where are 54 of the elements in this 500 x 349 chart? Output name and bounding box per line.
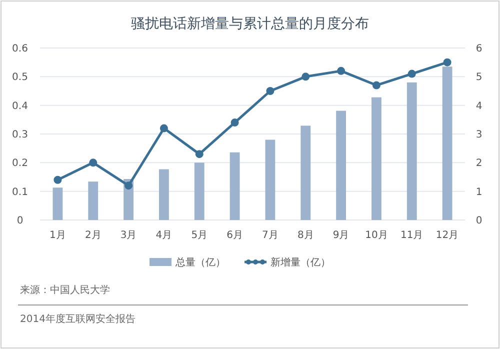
y-tick-label: 0.1 — [12, 186, 28, 198]
bar — [336, 110, 346, 220]
x-tick-label: 7月 — [262, 230, 278, 241]
y2-tick-label: 4 — [476, 100, 482, 112]
y-tick-label: 0.2 — [12, 158, 28, 170]
y2-tick-label: 5 — [476, 72, 482, 84]
x-tick-label: 10月 — [365, 230, 388, 241]
point — [124, 182, 133, 190]
point — [408, 70, 416, 78]
bar — [194, 162, 204, 220]
bar — [406, 82, 417, 220]
y2-tick-label: 0 — [476, 216, 482, 226]
y-tick-label: 0 — [16, 216, 24, 226]
bar — [300, 126, 311, 220]
point — [266, 87, 274, 95]
x-tick-label: 5月 — [191, 230, 208, 241]
chart-title: 骚扰电话新增量与累计总量的月度分布 — [131, 16, 369, 32]
point — [195, 150, 204, 158]
x-tick-label: 3月 — [120, 230, 137, 241]
bar — [372, 97, 382, 220]
bar — [159, 169, 169, 220]
point — [54, 176, 62, 184]
x-tick-label: 11月 — [400, 230, 424, 241]
x-tick-label: 4月 — [156, 230, 172, 241]
point — [230, 118, 239, 127]
y-tick-label: 0.6 — [12, 44, 28, 54]
bar — [88, 182, 98, 220]
bar — [442, 66, 452, 220]
legend-label: 总量（亿） — [174, 256, 226, 268]
y2-tick-label: 2 — [476, 158, 482, 170]
point — [89, 158, 98, 167]
point — [160, 124, 168, 132]
y-tick-label: 0.5 — [12, 72, 28, 84]
legend-label: 新增量（亿） — [270, 256, 330, 268]
x-tick-label: 9月 — [332, 230, 350, 241]
bar — [230, 152, 240, 220]
point — [372, 81, 380, 90]
point — [443, 58, 452, 66]
y-tick-label: 0.3 — [12, 130, 28, 140]
y2-tick-label: 1 — [476, 186, 482, 198]
bar — [52, 188, 63, 220]
text: 2014年度互联网安全报告 — [20, 313, 136, 325]
x-tick-label: 8月 — [297, 230, 314, 241]
point — [302, 72, 310, 81]
y2-tick-label: 6 — [476, 44, 482, 54]
y2-tick-label: 3 — [476, 130, 482, 140]
y-tick-label: 0.4 — [12, 100, 28, 112]
source-note: 来源：中国人民大学 — [20, 284, 110, 296]
x-tick-label: 6月 — [226, 230, 243, 241]
point — [337, 66, 346, 75]
x-tick-label: 2月 — [84, 230, 102, 241]
bar — [265, 140, 276, 220]
x-tick-label: 1月 — [50, 230, 66, 241]
x-tick-label: 12月 — [436, 230, 459, 241]
